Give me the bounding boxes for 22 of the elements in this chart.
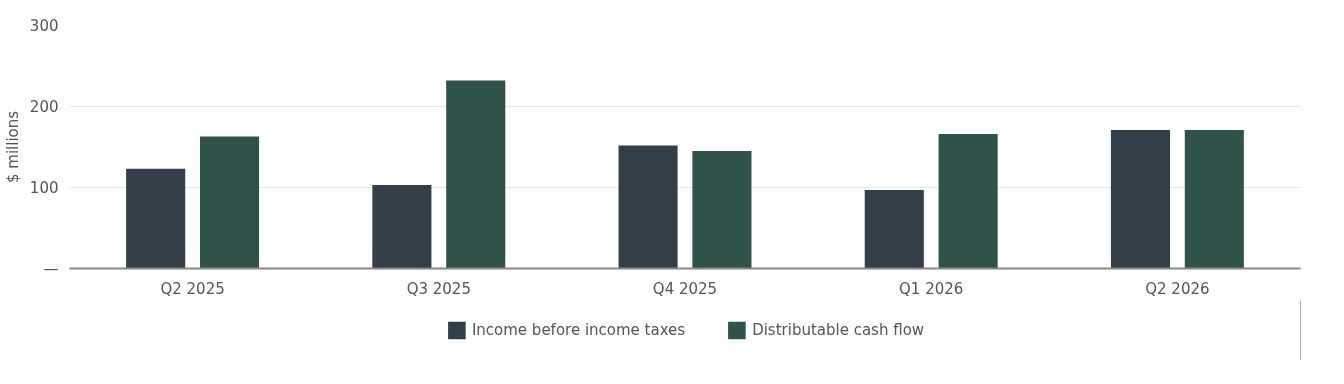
y-tick-label: —	[43, 259, 59, 278]
x-tick-label: Q3 2025	[406, 279, 471, 298]
bar	[126, 168, 186, 269]
y-tick-label: 100	[29, 178, 59, 197]
bar	[199, 136, 260, 269]
bar	[692, 151, 752, 269]
legend-label: Income before income taxes	[471, 321, 686, 339]
bar	[1184, 129, 1244, 269]
y-tick-label: 300	[29, 16, 59, 35]
bar	[446, 80, 506, 269]
y-tick-label: 200	[29, 97, 59, 116]
bar	[372, 185, 432, 269]
x-tick-label: Q4 2025	[652, 279, 718, 298]
bar	[938, 134, 998, 269]
y-axis-title: $ millions	[3, 110, 22, 184]
x-tick-label: Q1 2026	[899, 279, 964, 298]
bar	[864, 189, 924, 269]
x-tick-label: Q2 2026	[1145, 279, 1210, 298]
bar	[1110, 129, 1171, 269]
legend-label: Distributable cash flow	[752, 321, 925, 339]
bar	[618, 145, 678, 269]
x-tick-label: Q2 2025	[160, 279, 225, 298]
